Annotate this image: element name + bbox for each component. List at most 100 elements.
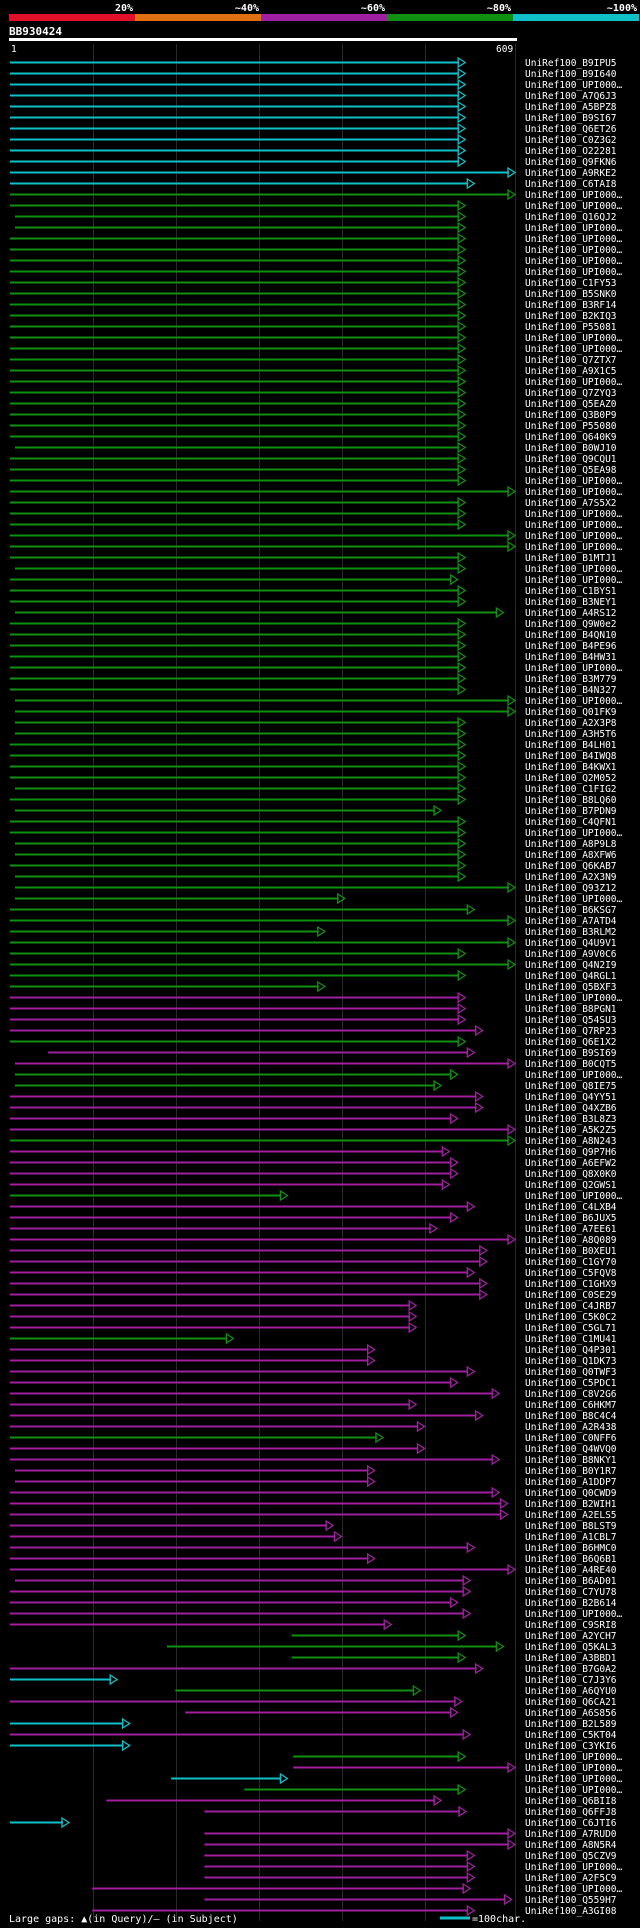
hit-label[interactable]: UniRef100_C6TAI8 <box>525 179 617 190</box>
hit-row[interactable]: UniRef100_Q7RP23 <box>10 1024 617 1037</box>
hit-row[interactable]: UniRef100_UPI000… <box>10 661 623 674</box>
hit-label[interactable]: UniRef100_Q5KAL3 <box>525 1642 617 1653</box>
hit-row[interactable]: UniRef100_B9I640 <box>10 67 617 80</box>
hit-row[interactable]: UniRef100_B3RF14 <box>10 298 617 311</box>
hit-label[interactable]: UniRef100_A6EFW2 <box>525 1158 617 1169</box>
hit-label[interactable]: UniRef100_UPI000… <box>525 542 623 553</box>
hit-row[interactable]: UniRef100_B2L589 <box>10 1717 617 1730</box>
hit-label[interactable]: UniRef100_C1MU41 <box>525 1334 617 1345</box>
hit-label[interactable]: UniRef100_A3H5T6 <box>525 729 617 740</box>
hit-label[interactable]: UniRef100_UPI000… <box>525 828 623 839</box>
hit-label[interactable]: UniRef100_A2YCH7 <box>525 1631 617 1642</box>
hit-row[interactable]: UniRef100_C8V2G6 <box>10 1387 617 1400</box>
hit-label[interactable]: UniRef100_UPI000… <box>525 1752 623 1763</box>
hit-label[interactable]: UniRef100_P55080 <box>525 421 617 432</box>
hit-label[interactable]: UniRef100_B6HMC0 <box>525 1543 617 1554</box>
hit-row[interactable]: UniRef100_B5SNK0 <box>10 287 617 300</box>
hit-row[interactable]: UniRef100_B0Y1R7 <box>14 1464 617 1477</box>
hit-label[interactable]: UniRef100_Q9FKN6 <box>525 157 617 168</box>
hit-row[interactable]: UniRef100_A9X1C5 <box>10 364 617 377</box>
hit-row[interactable]: UniRef100_Q4N2I9 <box>10 958 617 971</box>
hit-row[interactable]: UniRef100_C1FY53 <box>10 276 617 289</box>
hit-row[interactable]: UniRef100_C9SRI8 <box>10 1618 617 1631</box>
hit-label[interactable]: UniRef100_UPI000… <box>525 531 623 542</box>
hit-row[interactable]: UniRef100_B3NEY1 <box>10 595 617 608</box>
hit-label[interactable]: UniRef100_B8NKY1 <box>525 1455 617 1466</box>
hit-row[interactable]: UniRef100_UPI000… <box>14 892 623 905</box>
hit-label[interactable]: UniRef100_A9X1C5 <box>525 366 617 377</box>
hit-label[interactable]: UniRef100_A3BBD1 <box>525 1653 617 1664</box>
hit-label[interactable]: UniRef100_UPI000… <box>525 476 623 487</box>
hit-label[interactable]: UniRef100_C0Z3G2 <box>525 135 617 146</box>
hit-label[interactable]: UniRef100_Q9CQU1 <box>525 454 617 465</box>
hit-label[interactable]: UniRef100_Q6ET26 <box>525 124 617 135</box>
hit-row[interactable]: UniRef100_A3GI08 <box>92 1904 617 1917</box>
hit-label[interactable]: UniRef100_UPI000… <box>525 663 623 674</box>
hit-row[interactable]: UniRef100_UPI000… <box>10 1189 623 1202</box>
hit-row[interactable]: UniRef100_Q5EAZ0 <box>10 397 617 410</box>
hit-label[interactable]: UniRef100_B4PE96 <box>525 641 617 652</box>
hit-label[interactable]: UniRef100_A1CBL7 <box>525 1532 617 1543</box>
hit-row[interactable]: UniRef100_A8N5R4 <box>204 1838 617 1851</box>
hit-row[interactable]: UniRef100_Q93Z12 <box>14 881 617 894</box>
hit-row[interactable]: UniRef100_B4KWX1 <box>10 760 617 773</box>
hit-label[interactable]: UniRef100_C4JRB7 <box>525 1301 617 1312</box>
hit-row[interactable]: UniRef100_A7S5X2 <box>10 496 617 509</box>
hit-row[interactable]: UniRef100_P55081 <box>10 320 617 333</box>
hit-row[interactable]: UniRef100_C6HKM7 <box>10 1398 617 1411</box>
hit-row[interactable]: UniRef100_UPI000… <box>10 826 623 839</box>
hit-row[interactable]: UniRef100_UPI000… <box>293 1750 623 1763</box>
hit-row[interactable]: UniRef100_UPI000… <box>10 243 623 256</box>
hit-label[interactable]: UniRef100_UPI000… <box>525 80 623 91</box>
hit-row[interactable]: UniRef100_P55080 <box>10 419 617 432</box>
hit-row[interactable]: UniRef100_Q6ET26 <box>10 122 617 135</box>
hit-label[interactable]: UniRef100_UPI000… <box>525 267 623 278</box>
hit-row[interactable]: UniRef100_C5K0C2 <box>10 1310 617 1323</box>
hit-label[interactable]: UniRef100_UPI000… <box>525 234 623 245</box>
hit-row[interactable]: UniRef100_UPI000… <box>293 1761 623 1774</box>
hit-label[interactable]: UniRef100_UPI000… <box>525 520 623 531</box>
hit-label[interactable]: UniRef100_B3RLM2 <box>525 927 617 938</box>
hit-row[interactable]: UniRef100_Q6KAB7 <box>10 859 617 872</box>
hit-row[interactable]: UniRef100_B3L8Z3 <box>10 1112 617 1125</box>
hit-row[interactable]: UniRef100_UPI000… <box>92 1882 623 1895</box>
hit-label[interactable]: UniRef100_B8PGN1 <box>525 1004 617 1015</box>
hit-label[interactable]: UniRef100_B0XEU1 <box>525 1246 617 1257</box>
hit-row[interactable]: UniRef100_Q9W0e2 <box>10 617 617 630</box>
hit-label[interactable]: UniRef100_C4QFN1 <box>525 817 617 828</box>
hit-label[interactable]: UniRef100_B4IWQ8 <box>525 751 617 762</box>
hit-label[interactable]: UniRef100_UPI000… <box>525 377 623 388</box>
hit-row[interactable]: UniRef100_A9RKE2 <box>10 166 617 179</box>
hit-label[interactable]: UniRef100_B8LQ60 <box>525 795 617 806</box>
hit-label[interactable]: UniRef100_A8XFW6 <box>525 850 617 861</box>
hit-label[interactable]: UniRef100_C8V2G6 <box>525 1389 617 1400</box>
hit-row[interactable]: UniRef100_B8C4C4 <box>10 1409 617 1422</box>
hit-row[interactable]: UniRef100_C5KT04 <box>10 1728 617 1741</box>
hit-label[interactable]: UniRef100_UPI000… <box>525 1609 623 1620</box>
hit-row[interactable]: UniRef100_A7Q6J3 <box>10 89 617 102</box>
hit-row[interactable]: UniRef100_Q3B0P9 <box>10 408 617 421</box>
hit-row[interactable]: UniRef100_B6Q6B1 <box>10 1552 617 1565</box>
hit-row[interactable]: UniRef100_B3M779 <box>10 672 617 685</box>
hit-label[interactable]: UniRef100_A8Q089 <box>525 1235 617 1246</box>
hit-row[interactable]: UniRef100_B4HW31 <box>10 650 617 663</box>
hit-label[interactable]: UniRef100_B4HW31 <box>525 652 617 663</box>
hit-label[interactable]: UniRef100_C5GL71 <box>525 1323 617 1334</box>
hit-row[interactable]: UniRef100_B4LH01 <box>10 738 617 751</box>
hit-row[interactable]: UniRef100_UPI000… <box>14 1068 623 1081</box>
hit-row[interactable]: UniRef100_UPI000… <box>10 265 623 278</box>
hit-row[interactable]: UniRef100_A1DDP7 <box>14 1475 617 1488</box>
hit-label[interactable]: UniRef100_B8C4C4 <box>525 1411 617 1422</box>
hit-label[interactable]: UniRef100_A2X3N9 <box>525 872 617 883</box>
hit-row[interactable]: UniRef100_Q0TWF3 <box>10 1365 617 1378</box>
hit-row[interactable]: UniRef100_C4JRB7 <box>10 1299 617 1312</box>
hit-row[interactable]: UniRef100_Q16QJ2 <box>14 210 617 223</box>
hit-row[interactable]: UniRef100_C3YKI6 <box>10 1739 617 1752</box>
hit-row[interactable]: UniRef100_A4RE40 <box>10 1563 617 1576</box>
hit-label[interactable]: UniRef100_B4N327 <box>525 685 617 696</box>
hit-row[interactable]: UniRef100_C1FIG2 <box>14 782 617 795</box>
hit-row[interactable]: UniRef100_UPI000… <box>10 375 623 388</box>
hit-row[interactable]: UniRef100_UPI000… <box>10 485 623 498</box>
hit-label[interactable]: UniRef100_B5SNK0 <box>525 289 617 300</box>
hit-row[interactable]: UniRef100_A5K2Z5 <box>10 1123 617 1136</box>
